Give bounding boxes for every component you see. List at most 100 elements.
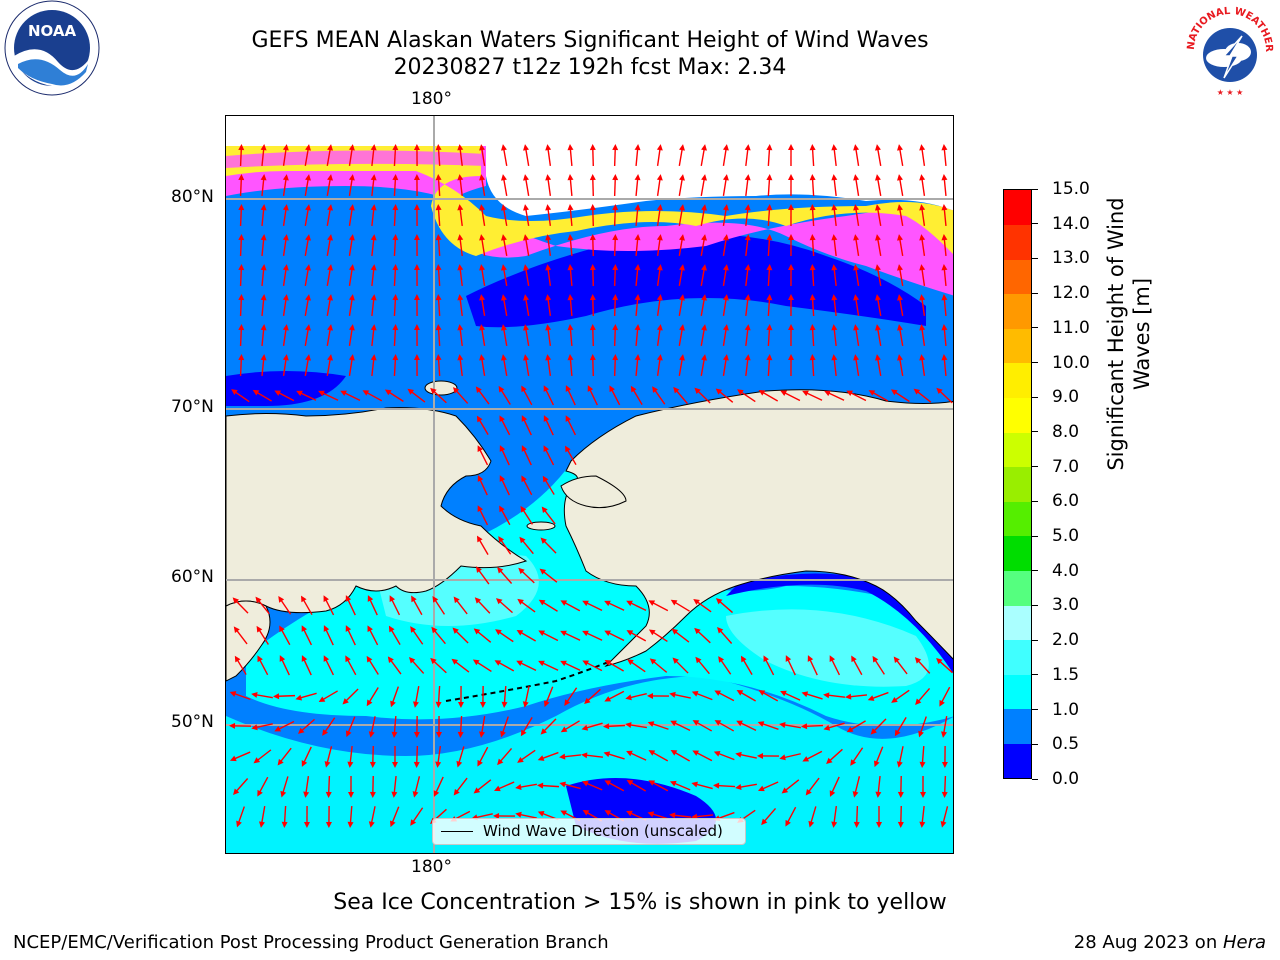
- wind-wave-arrowhead: [853, 264, 860, 271]
- wind-wave-arrowhead: [913, 388, 921, 395]
- wind-wave-arrowhead: [679, 204, 685, 211]
- wind-wave-arrowhead: [656, 294, 663, 301]
- wind-wave-arrowhead: [744, 294, 751, 301]
- wind-wave-arrowhead: [451, 658, 459, 665]
- wind-wave-arrowhead: [604, 630, 611, 637]
- wind-wave-arrowhead: [305, 264, 311, 271]
- wind-wave-arrowhead: [722, 234, 729, 241]
- colorbar-segment: [1004, 397, 1031, 433]
- wind-wave-arrowhead: [432, 595, 439, 603]
- wind-wave-arrowhead: [875, 174, 881, 181]
- wind-wave-arrowhead: [581, 780, 589, 787]
- wind-wave-arrowhead: [679, 294, 685, 301]
- wind-wave-arrowhead: [875, 234, 881, 241]
- wind-wave-arrowhead: [501, 294, 507, 301]
- wind-wave-arrowhead: [788, 204, 795, 211]
- wind-wave-arrowhead: [538, 660, 545, 667]
- wind-wave-arrowhead: [914, 657, 922, 664]
- colorbar-tick-label: 13.0: [1052, 248, 1090, 269]
- colorbar-tick-label: 12.0: [1052, 283, 1090, 304]
- wind-wave-arrowhead: [435, 264, 442, 271]
- wind-wave-arrowhead: [537, 811, 545, 817]
- wind-wave-arrowhead: [389, 595, 396, 602]
- wind-wave-arrowhead: [941, 234, 948, 241]
- legend-label: Wind Wave Direction (unscaled): [483, 822, 723, 840]
- land-st-lawrence: [526, 521, 556, 531]
- wind-wave-arrowhead: [584, 697, 591, 705]
- land-wrangel: [424, 380, 458, 396]
- wind-wave-arrowhead: [433, 790, 440, 797]
- wind-wave-arrowhead: [567, 354, 574, 361]
- wind-wave-arrowhead: [413, 324, 420, 331]
- wind-wave-arrowhead: [323, 625, 330, 632]
- wind-wave-arrowhead: [744, 144, 751, 151]
- wind-wave-arrowhead: [370, 294, 377, 301]
- wind-wave-arrowhead: [766, 264, 773, 271]
- wind-wave-arrowhead: [303, 821, 310, 828]
- colorbar-tick: [1032, 327, 1038, 329]
- wind-wave-arrowhead: [499, 475, 506, 482]
- wind-wave-arrowhead: [409, 657, 416, 664]
- wind-wave-arrowhead: [735, 784, 742, 790]
- wind-wave-arrowhead: [801, 691, 809, 698]
- wind-wave-arrowhead: [701, 354, 707, 361]
- wind-wave-arrowhead: [589, 294, 596, 301]
- colorbar-tick: [1032, 604, 1038, 606]
- wind-wave-arrowhead: [604, 780, 612, 786]
- wind-wave-arrowhead: [809, 324, 816, 331]
- wind-wave-arrowhead: [896, 761, 903, 768]
- colorbar-tick-label: 9.0: [1052, 387, 1080, 408]
- wind-wave-arrowhead: [941, 791, 948, 798]
- colorbar-segment: [1004, 362, 1031, 399]
- wind-wave-arrowhead: [260, 144, 267, 151]
- wind-wave-arrowhead: [936, 387, 943, 395]
- wind-wave-arrowhead: [281, 821, 288, 828]
- wind-wave-arrowhead: [413, 731, 420, 738]
- wind-wave-arrowhead: [589, 264, 596, 271]
- wind-wave-arrowhead: [919, 791, 926, 798]
- wind-wave-arrowhead: [656, 144, 663, 151]
- wind-wave-arrowhead: [679, 144, 685, 151]
- wind-wave-arrowhead: [516, 660, 523, 667]
- wind-wave-arrowhead: [603, 723, 610, 730]
- wind-wave-arrowhead: [567, 264, 574, 271]
- wind-wave-arrowhead: [809, 354, 816, 361]
- noaa-logo-text: NOAA: [28, 22, 77, 40]
- wind-wave-arrowhead: [647, 811, 655, 818]
- wind-wave-arrowhead: [435, 204, 442, 211]
- wind-wave-arrowhead: [256, 625, 263, 633]
- wind-wave-arrowhead: [648, 780, 656, 786]
- wind-wave-arrowhead: [567, 234, 574, 241]
- wind-wave-arrowhead: [919, 264, 926, 271]
- wind-wave-arrowhead: [325, 791, 332, 798]
- wind-wave-arrowhead: [897, 821, 904, 828]
- wind-wave-arrowhead: [648, 750, 656, 756]
- wind-wave-arrowhead: [370, 234, 377, 241]
- wind-wave-arrowhead: [897, 174, 903, 181]
- wind-wave-arrowhead: [457, 324, 464, 331]
- wind-wave-arrowhead: [693, 598, 700, 605]
- wind-wave-arrowhead: [280, 790, 287, 798]
- wind-wave-arrowhead: [875, 144, 881, 151]
- wind-wave-arrowhead: [413, 354, 420, 361]
- wind-wave-arrowhead: [919, 204, 926, 211]
- wind-wave-arrowhead: [692, 750, 700, 756]
- wind-wave-arrowhead: [541, 506, 548, 514]
- wind-wave-arrowhead: [766, 174, 773, 181]
- wind-wave-arrowhead: [521, 445, 528, 452]
- wind-wave-arrowhead: [543, 415, 550, 422]
- wind-wave-arrowhead: [672, 657, 679, 664]
- wind-wave-arrowhead: [435, 324, 442, 331]
- wind-wave-arrowhead: [231, 389, 238, 396]
- wind-wave-arrowhead: [604, 696, 612, 702]
- wind-wave-arrowhead: [457, 174, 464, 181]
- wind-wave-arrowhead: [348, 174, 355, 181]
- wind-wave-arrowhead: [587, 385, 594, 392]
- colorbar-tick-label: 8.0: [1052, 421, 1080, 442]
- wind-wave-arrowhead: [545, 324, 552, 331]
- wind-wave-arrowhead: [589, 324, 596, 331]
- colorbar-segment: [1004, 328, 1031, 364]
- wind-wave-arrowhead: [251, 724, 258, 731]
- wind-wave-arrowhead: [915, 698, 922, 706]
- wind-wave-arrowhead: [348, 354, 355, 361]
